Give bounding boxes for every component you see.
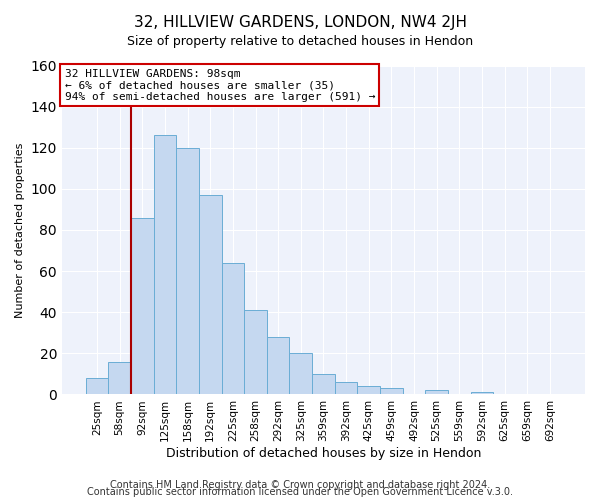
Bar bbox=[176, 148, 199, 394]
Text: 32, HILLVIEW GARDENS, LONDON, NW4 2JH: 32, HILLVIEW GARDENS, LONDON, NW4 2JH bbox=[133, 15, 467, 30]
Bar bbox=[380, 388, 403, 394]
Bar bbox=[425, 390, 448, 394]
Bar bbox=[221, 263, 244, 394]
Text: 32 HILLVIEW GARDENS: 98sqm
← 6% of detached houses are smaller (35)
94% of semi-: 32 HILLVIEW GARDENS: 98sqm ← 6% of detac… bbox=[65, 69, 375, 102]
Bar bbox=[199, 195, 221, 394]
Bar bbox=[154, 136, 176, 394]
Bar bbox=[289, 354, 312, 395]
Bar bbox=[470, 392, 493, 394]
Bar bbox=[131, 218, 154, 394]
Text: Size of property relative to detached houses in Hendon: Size of property relative to detached ho… bbox=[127, 35, 473, 48]
Bar bbox=[335, 382, 358, 394]
Bar bbox=[267, 337, 289, 394]
X-axis label: Distribution of detached houses by size in Hendon: Distribution of detached houses by size … bbox=[166, 447, 481, 460]
Text: Contains public sector information licensed under the Open Government Licence v.: Contains public sector information licen… bbox=[87, 487, 513, 497]
Bar bbox=[109, 362, 131, 394]
Bar bbox=[244, 310, 267, 394]
Bar bbox=[86, 378, 109, 394]
Bar bbox=[358, 386, 380, 394]
Bar bbox=[312, 374, 335, 394]
Text: Contains HM Land Registry data © Crown copyright and database right 2024.: Contains HM Land Registry data © Crown c… bbox=[110, 480, 490, 490]
Y-axis label: Number of detached properties: Number of detached properties bbox=[15, 142, 25, 318]
